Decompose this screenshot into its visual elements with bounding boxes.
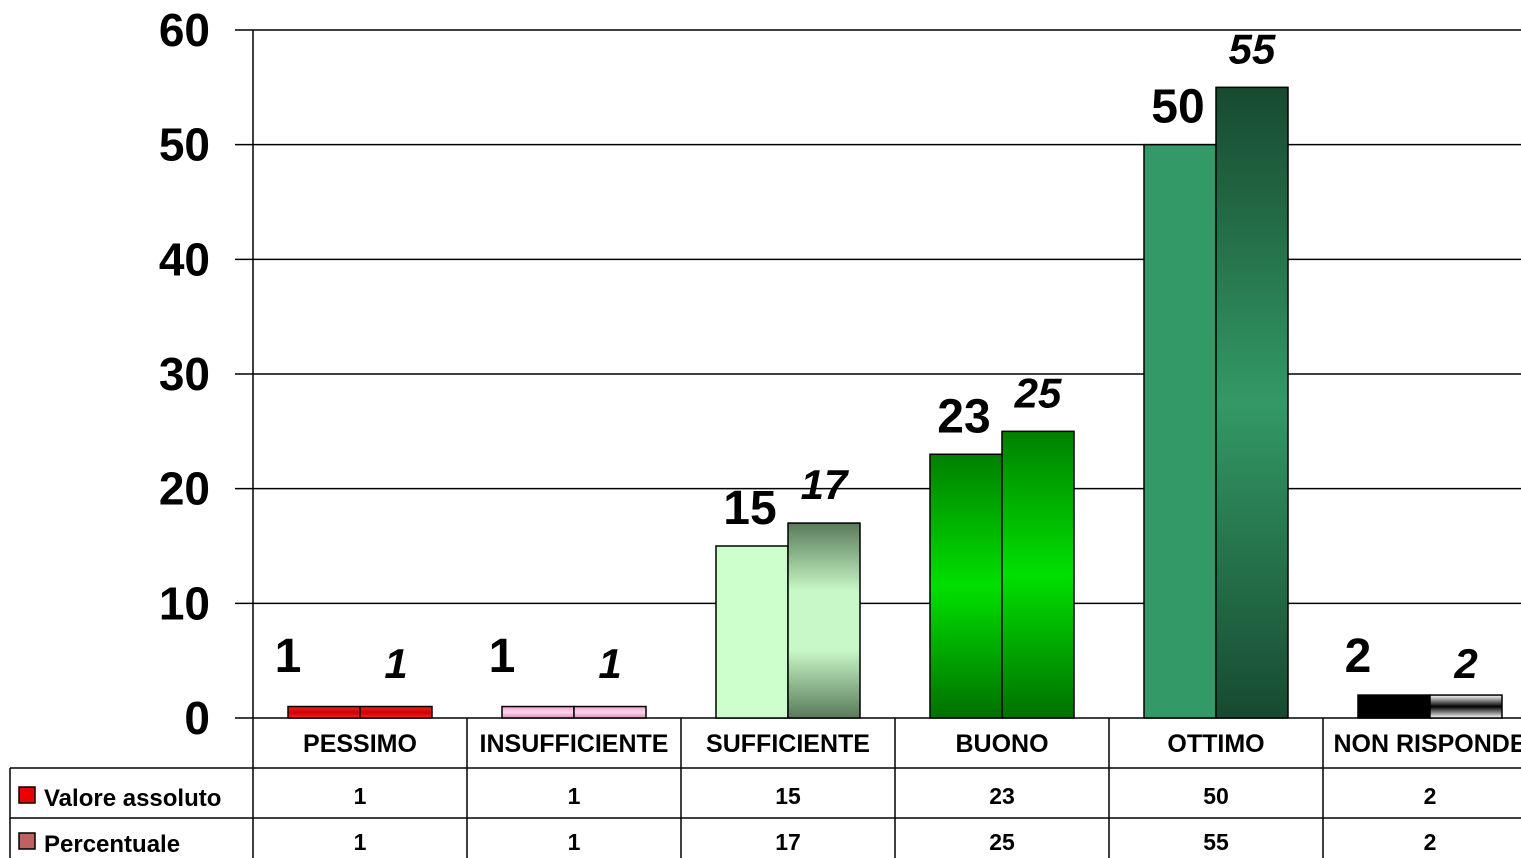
data-label-valore-assoluto: 1 (489, 630, 516, 683)
category-label: NON RISPONDE (1333, 730, 1521, 758)
data-label-percentuale: 2 (1453, 640, 1477, 687)
bar-valore-assoluto (1143, 143, 1217, 719)
y-tick-label: 10 (159, 577, 210, 629)
table-cell: 1 (568, 783, 581, 809)
y-tick-label: 30 (159, 348, 210, 400)
bar-percentuale (1215, 86, 1289, 719)
table-cell: 25 (989, 829, 1015, 855)
category-label: OTTIMO (1167, 730, 1264, 758)
y-tick-label: 60 (159, 4, 210, 56)
bar-percentuale (1001, 430, 1075, 719)
bar-percentuale (787, 522, 861, 719)
bar-valore-assoluto (715, 545, 789, 719)
table-cell: 50 (1203, 783, 1229, 809)
y-tick-label: 40 (159, 233, 210, 285)
data-label-percentuale: 17 (801, 461, 849, 508)
series-name: Percentuale (44, 831, 180, 858)
y-tick-label: 20 (159, 463, 210, 515)
table-cell: 23 (989, 783, 1015, 809)
bar-valore-assoluto (287, 705, 361, 719)
legend-key (18, 786, 36, 804)
table-cell: 55 (1203, 829, 1229, 855)
data-label-percentuale: 1 (384, 640, 407, 687)
data-label-percentuale: 1 (598, 640, 621, 687)
bar-valore-assoluto (929, 453, 1003, 719)
data-label-valore-assoluto: 2 (1345, 630, 1372, 683)
table-cell: 15 (775, 783, 801, 809)
data-label-percentuale: 55 (1229, 25, 1276, 72)
table-cell: 2 (1424, 829, 1437, 855)
category-label: INSUFFICIENTE (480, 730, 669, 758)
category-label: SUFFICIENTE (706, 730, 870, 758)
legend-key (18, 832, 36, 850)
table-cell: 1 (354, 783, 367, 809)
bar-valore-assoluto (501, 705, 575, 719)
data-label-valore-assoluto: 15 (723, 482, 776, 535)
series-name: Valore assoluto (44, 785, 221, 812)
data-label-valore-assoluto: 1 (275, 630, 302, 683)
table-cell: 2 (1424, 783, 1437, 809)
data-label-percentuale: 25 (1014, 369, 1062, 416)
table-cell: 1 (568, 829, 581, 855)
category-label: PESSIMO (303, 730, 417, 758)
data-label-valore-assoluto: 23 (937, 390, 990, 443)
table-cell: 1 (354, 829, 367, 855)
table-cell: 17 (775, 829, 801, 855)
bar-valore-assoluto (1357, 694, 1431, 719)
bar-percentuale (359, 705, 433, 719)
bar-percentuale (1429, 694, 1503, 719)
bar-percentuale (573, 705, 647, 719)
y-tick-label: 0 (184, 692, 210, 744)
y-tick-label: 50 (159, 119, 210, 171)
data-label-valore-assoluto: 50 (1151, 81, 1204, 134)
category-label: BUONO (955, 730, 1048, 758)
